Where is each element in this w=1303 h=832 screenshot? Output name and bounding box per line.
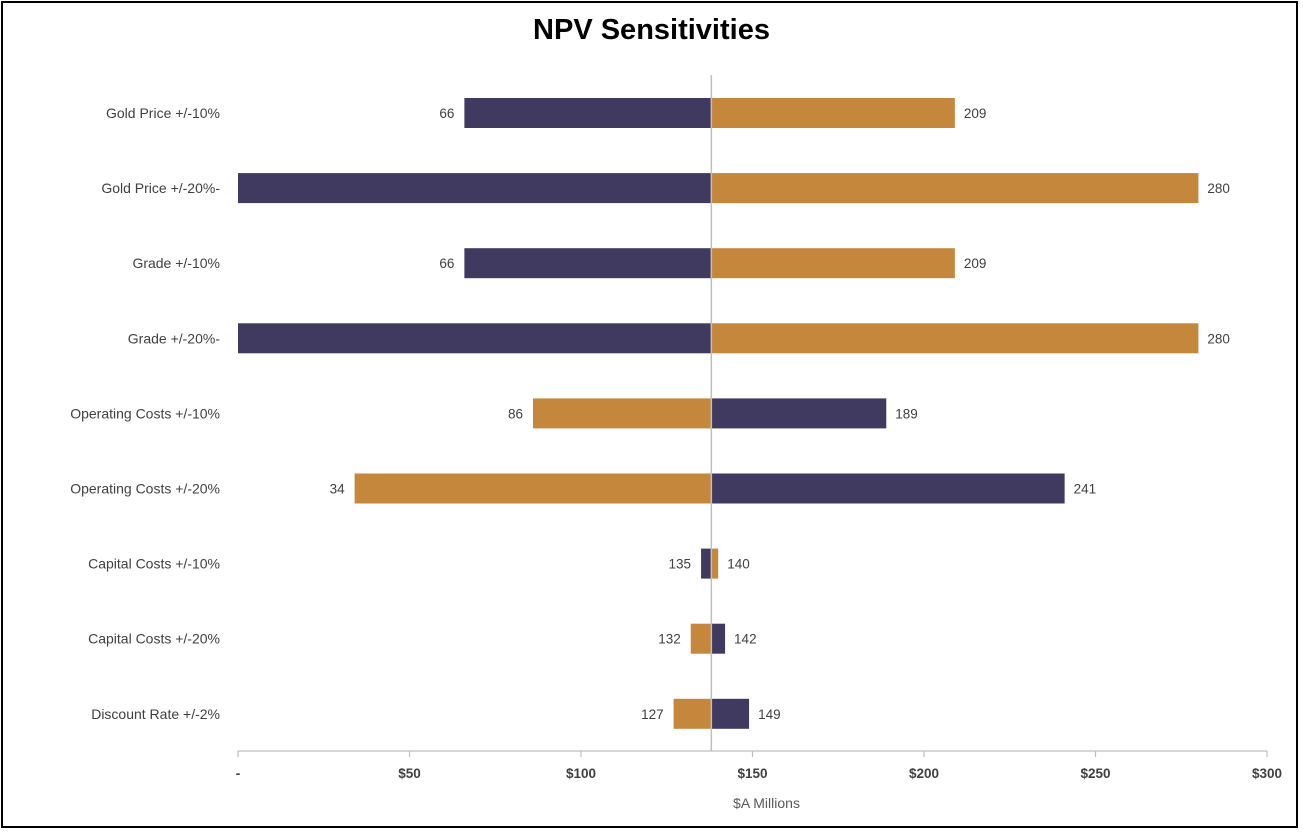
data-label-low: 34 — [330, 482, 346, 497]
x-tick-label: $100 — [566, 766, 596, 781]
data-label-high: 241 — [1074, 482, 1097, 497]
bar-low — [238, 323, 712, 354]
data-label-high: 280 — [1207, 181, 1230, 196]
bar-low — [532, 398, 712, 429]
bar-low — [464, 248, 712, 279]
x-tick-label: $300 — [1252, 766, 1282, 781]
data-label-low: 66 — [439, 106, 454, 121]
bar-low — [238, 173, 712, 204]
bar-high — [711, 623, 726, 654]
x-tick-label: - — [236, 766, 241, 781]
bar-high — [711, 698, 750, 729]
bar-high — [711, 548, 719, 579]
category-label: Operating Costs +/-20% — [70, 481, 220, 497]
bar-high — [711, 473, 1065, 504]
data-label-low: 127 — [641, 707, 664, 722]
bar-low — [690, 623, 712, 654]
x-tick-label: $50 — [398, 766, 421, 781]
data-label-high: 142 — [734, 632, 757, 647]
x-tick-label: $200 — [909, 766, 939, 781]
chart-title: NPV Sensitivities — [533, 14, 770, 46]
data-label-high: 209 — [964, 256, 987, 271]
category-label: Grade +/-20%- — [128, 330, 221, 346]
category-label: Gold Price +/-20%- — [101, 180, 220, 196]
data-label-high: 280 — [1207, 331, 1230, 346]
data-label-low: 66 — [439, 256, 454, 271]
bar-high — [711, 398, 887, 429]
data-label-high: 140 — [727, 557, 750, 572]
category-label: Grade +/-10% — [132, 255, 220, 271]
bar-high — [711, 248, 955, 279]
data-label-low: 132 — [658, 632, 681, 647]
data-label-high: 209 — [964, 106, 987, 121]
category-label: Gold Price +/-10% — [106, 105, 220, 121]
data-label-high: 149 — [758, 707, 781, 722]
bar-low — [701, 548, 712, 579]
bar-high — [711, 98, 955, 128]
data-label-low: 135 — [669, 557, 692, 572]
category-label: Capital Costs +/-20% — [88, 631, 220, 647]
bar-high — [711, 323, 1199, 354]
data-label-high: 189 — [895, 406, 918, 421]
bar-high — [711, 173, 1199, 204]
bar-low — [464, 98, 712, 128]
data-label-low: 86 — [508, 406, 523, 421]
x-axis-title: $A Millions — [733, 795, 800, 811]
category-label: Discount Rate +/-2% — [91, 706, 220, 722]
category-label: Capital Costs +/-10% — [88, 556, 220, 572]
x-tick-label: $150 — [737, 766, 767, 781]
x-tick-label: $250 — [1080, 766, 1110, 781]
bar-low — [673, 698, 712, 729]
category-label: Operating Costs +/-10% — [70, 405, 220, 421]
bar-low — [354, 473, 712, 504]
